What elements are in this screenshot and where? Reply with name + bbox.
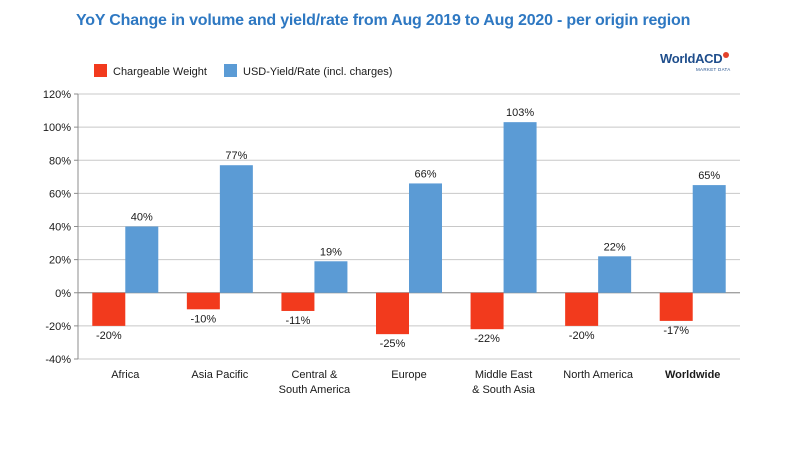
y-tick-label: 80% (49, 155, 71, 167)
bar (470, 292, 504, 330)
y-tick-label: 120% (43, 89, 71, 101)
data-label: -25% (380, 338, 406, 350)
logo-subtext: MARKET DATA (696, 67, 731, 72)
data-label: 19% (320, 246, 342, 258)
legend-swatch (94, 64, 107, 77)
data-label: 66% (414, 168, 436, 180)
x-tick-label: Europe (391, 369, 426, 381)
x-tick-label: North America (563, 369, 634, 381)
y-tick-label: 40% (49, 222, 71, 234)
x-tick-label: Africa (111, 369, 140, 381)
x-tick-label: Asia Pacific (191, 369, 248, 381)
y-tick-label: -40% (45, 354, 71, 366)
data-label: 65% (698, 170, 720, 182)
bar (125, 226, 159, 293)
bar (314, 261, 348, 293)
x-tick-label: & South Asia (472, 384, 536, 396)
bar (692, 185, 726, 293)
bar (92, 292, 126, 326)
x-tick-label: Middle East (475, 369, 532, 381)
legend-swatch (224, 64, 237, 77)
bar (186, 292, 220, 310)
bar (219, 165, 253, 293)
y-axis-ticks: -40% -20% 0% 20% 40% 60% 80% 100% 120% (43, 89, 71, 366)
bar (565, 292, 599, 326)
x-tick-label: Central & (291, 369, 338, 381)
bar (659, 292, 693, 321)
bar-labels: -20% 40% -10% 77% -11% 19% -25% 66% -22% 103% -20%… (96, 107, 720, 350)
logo-dot-icon (723, 52, 730, 58)
y-tick-label: 0% (55, 288, 71, 300)
y-tick-label: 20% (49, 255, 71, 267)
bar (281, 292, 315, 311)
y-tick-label: 100% (43, 122, 71, 134)
legend-label: Chargeable Weight (113, 66, 207, 78)
data-label: -22% (474, 333, 500, 345)
worldacd-logo: WorldACD MARKET DATA (660, 50, 731, 72)
legend-label: USD-Yield/Rate (incl. charges) (243, 66, 392, 78)
logo-text: WorldACD (660, 51, 723, 66)
x-tick-label: South America (279, 384, 351, 396)
y-tick-label: 60% (49, 188, 71, 200)
bar (503, 122, 537, 293)
chart-title: YoY Change in volume and yield/rate from… (76, 12, 691, 29)
data-label: -10% (191, 313, 217, 325)
bar (409, 183, 442, 293)
data-label: -20% (96, 330, 122, 342)
data-label: -20% (569, 330, 595, 342)
y-tick-label: -20% (45, 321, 71, 333)
bar (376, 292, 409, 335)
data-label: 22% (604, 241, 626, 253)
x-tick-label: Worldwide (665, 369, 720, 381)
data-label: 103% (506, 107, 534, 119)
bars (92, 122, 726, 335)
data-label: -11% (285, 315, 310, 327)
data-label: 40% (131, 212, 153, 224)
data-label: 77% (225, 150, 247, 162)
legend: Chargeable Weight USD-Yield/Rate (incl. c… (94, 64, 392, 78)
bar (598, 256, 632, 293)
x-axis-labels: Africa Asia Pacific Central & South America… (111, 369, 720, 396)
data-label: -17% (663, 325, 689, 337)
